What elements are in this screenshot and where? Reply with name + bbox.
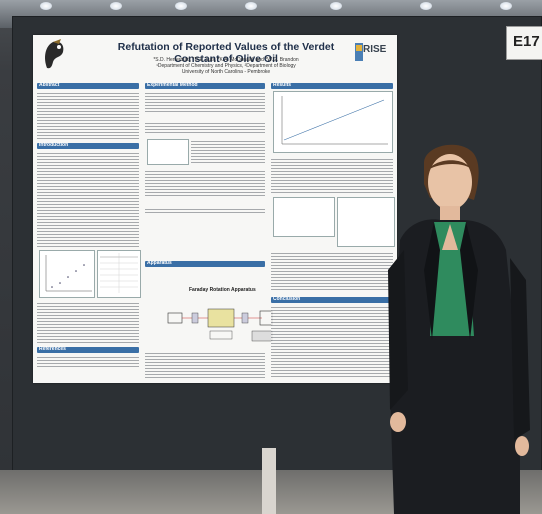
experimental-text-5 bbox=[145, 207, 265, 215]
results-figure-2 bbox=[273, 197, 335, 237]
ceiling-light bbox=[420, 2, 432, 10]
results-text bbox=[271, 157, 393, 193]
section-conclusion-header: Conclusion bbox=[271, 296, 393, 303]
experimental-text-2 bbox=[145, 121, 265, 135]
experimental-figure bbox=[147, 139, 189, 165]
ceiling-light bbox=[500, 2, 512, 10]
section-experimental-header: Experimental Method bbox=[145, 82, 265, 89]
poster-header: Refutation of Reported Values of the Ver… bbox=[33, 35, 397, 79]
apparatus-diagram-title: Faraday Rotation Apparatus bbox=[189, 287, 256, 293]
experimental-text-3 bbox=[191, 139, 265, 163]
section-references-header: References bbox=[37, 346, 139, 353]
board-stand-leg bbox=[262, 448, 276, 514]
intro-text-continued bbox=[37, 301, 139, 343]
ceiling-light bbox=[330, 2, 342, 10]
ceiling-light bbox=[245, 2, 257, 10]
ceiling-light bbox=[40, 2, 52, 10]
conclusion-text bbox=[271, 305, 393, 377]
intro-plot bbox=[39, 250, 95, 298]
results-text-2 bbox=[271, 251, 393, 291]
references-text bbox=[37, 355, 139, 369]
results-plot bbox=[273, 91, 393, 153]
university-seal-logo bbox=[45, 39, 64, 69]
research-poster: Refutation of Reported Values of the Ver… bbox=[33, 35, 397, 383]
ceiling-light bbox=[175, 2, 187, 10]
section-abstract-header: Abstract bbox=[37, 82, 139, 89]
intro-table bbox=[97, 250, 141, 298]
poster-university: University of North Carolina - Pembroke bbox=[181, 69, 271, 75]
section-introduction-header: Introduction bbox=[37, 142, 139, 149]
introduction-text bbox=[37, 151, 139, 247]
experimental-text bbox=[145, 91, 265, 113]
abstract-text bbox=[37, 91, 139, 139]
presenter-person bbox=[388, 144, 530, 514]
ceiling-light bbox=[110, 2, 122, 10]
poster-title: Refutation of Reported Values of the Ver… bbox=[117, 41, 335, 65]
poster-departments: ¹Department of Chemistry and Physics, ²D… bbox=[156, 63, 296, 69]
rise-logo-text: RISE bbox=[363, 44, 387, 55]
apparatus-caption-text bbox=[145, 351, 265, 379]
experimental-text-4 bbox=[145, 169, 265, 197]
apparatus-diagram bbox=[167, 308, 273, 342]
results-table bbox=[337, 197, 395, 247]
booth-number-tag: E17 bbox=[506, 26, 542, 60]
rise-logo bbox=[355, 43, 363, 61]
poster-authors: *S.D. Herrerbuitl, *D.E. Luis, *K.A. McD… bbox=[153, 57, 299, 63]
section-results-header: Results bbox=[271, 82, 393, 89]
section-apparatus-header: Apparatus bbox=[145, 260, 265, 267]
booth-number: E17 bbox=[513, 33, 540, 50]
